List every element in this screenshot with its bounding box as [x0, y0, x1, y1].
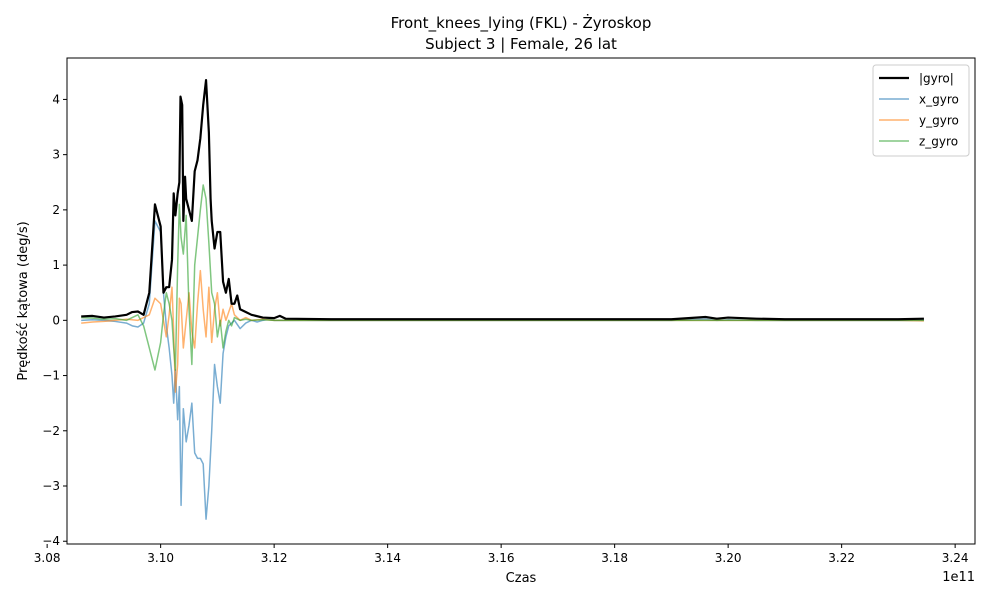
- y-tick-label: 2: [52, 203, 60, 217]
- x-axis: 3.08 3.10 3.12 3.14 3.16 3.18 3.20 3.22 3.24: [34, 544, 969, 565]
- x-tick-label: 3.24: [942, 551, 969, 565]
- x-tick-label: 3.08: [34, 551, 61, 565]
- y-tick-label: −2: [42, 424, 60, 438]
- x-tick-label: 3.16: [488, 551, 515, 565]
- series-line-x-gyro: [81, 220, 924, 520]
- legend-label-y-gyro: y_gyro: [919, 114, 959, 128]
- x-tick-label: 3.20: [715, 551, 742, 565]
- legend-box: [872, 64, 970, 157]
- axes-frame: [66, 57, 976, 545]
- x-tick-label: 3.18: [601, 551, 628, 565]
- chart-subtitle: Subject 3 | Female, 26 lat: [425, 35, 617, 53]
- x-offset-label: 1e11: [942, 570, 975, 585]
- y-tick-label: 0: [52, 313, 60, 327]
- y-tick-label: −3: [42, 479, 60, 493]
- y-tick-label: 3: [52, 148, 60, 162]
- series-line-y-gyro: [81, 269, 924, 393]
- chart-title: Front_knees_lying (FKL) - Żyroskop: [391, 13, 652, 33]
- x-tick-label: 3.12: [261, 551, 288, 565]
- y-axis-label: Prędkość kątowa (deg/s): [16, 221, 31, 380]
- plot-area: [81, 78, 924, 520]
- legend: |gyro| x_gyro y_gyro z_gyro: [872, 64, 970, 157]
- x-tick-label: 3.14: [374, 551, 401, 565]
- x-tick-label: 3.22: [828, 551, 855, 565]
- x-axis-label: Czas: [506, 571, 537, 586]
- y-tick-label: 4: [52, 92, 60, 106]
- y-axis: −4 −3 −2 −1 0 1 2 3 4: [42, 92, 67, 548]
- y-tick-label: −1: [42, 369, 60, 383]
- y-tick-label: −4: [42, 534, 60, 548]
- legend-label-x-gyro: x_gyro: [919, 93, 959, 107]
- legend-label-z-gyro: z_gyro: [919, 135, 958, 149]
- legend-label-gyro: |gyro|: [919, 72, 954, 86]
- x-tick-label: 3.10: [147, 551, 174, 565]
- series-line-gyro: [81, 78, 924, 321]
- y-tick-label: 1: [52, 258, 60, 272]
- series-line-z-gyro: [81, 184, 924, 371]
